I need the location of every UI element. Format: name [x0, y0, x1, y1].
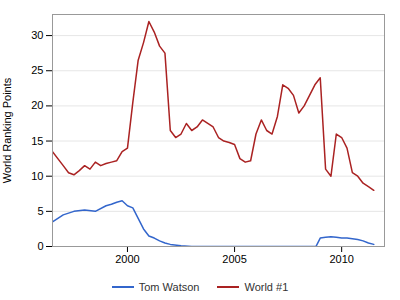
- svg-text:30: 30: [31, 29, 43, 41]
- svg-text:World Ranking Points: World Ranking Points: [1, 77, 13, 183]
- svg-text:20: 20: [31, 99, 43, 111]
- svg-text:2000: 2000: [115, 253, 139, 265]
- html-text:Tom Watson: Tom Watson: [138, 281, 200, 293]
- svg-text:2010: 2010: [329, 253, 353, 265]
- svg-text:5: 5: [37, 205, 43, 217]
- svg-text:15: 15: [31, 135, 43, 147]
- svg-text:0: 0: [37, 240, 43, 252]
- svg-text:10: 10: [31, 170, 43, 182]
- svg-text:2005: 2005: [222, 253, 246, 265]
- svg-text:25: 25: [31, 64, 43, 76]
- html-text:World #1: World #1: [244, 281, 289, 293]
